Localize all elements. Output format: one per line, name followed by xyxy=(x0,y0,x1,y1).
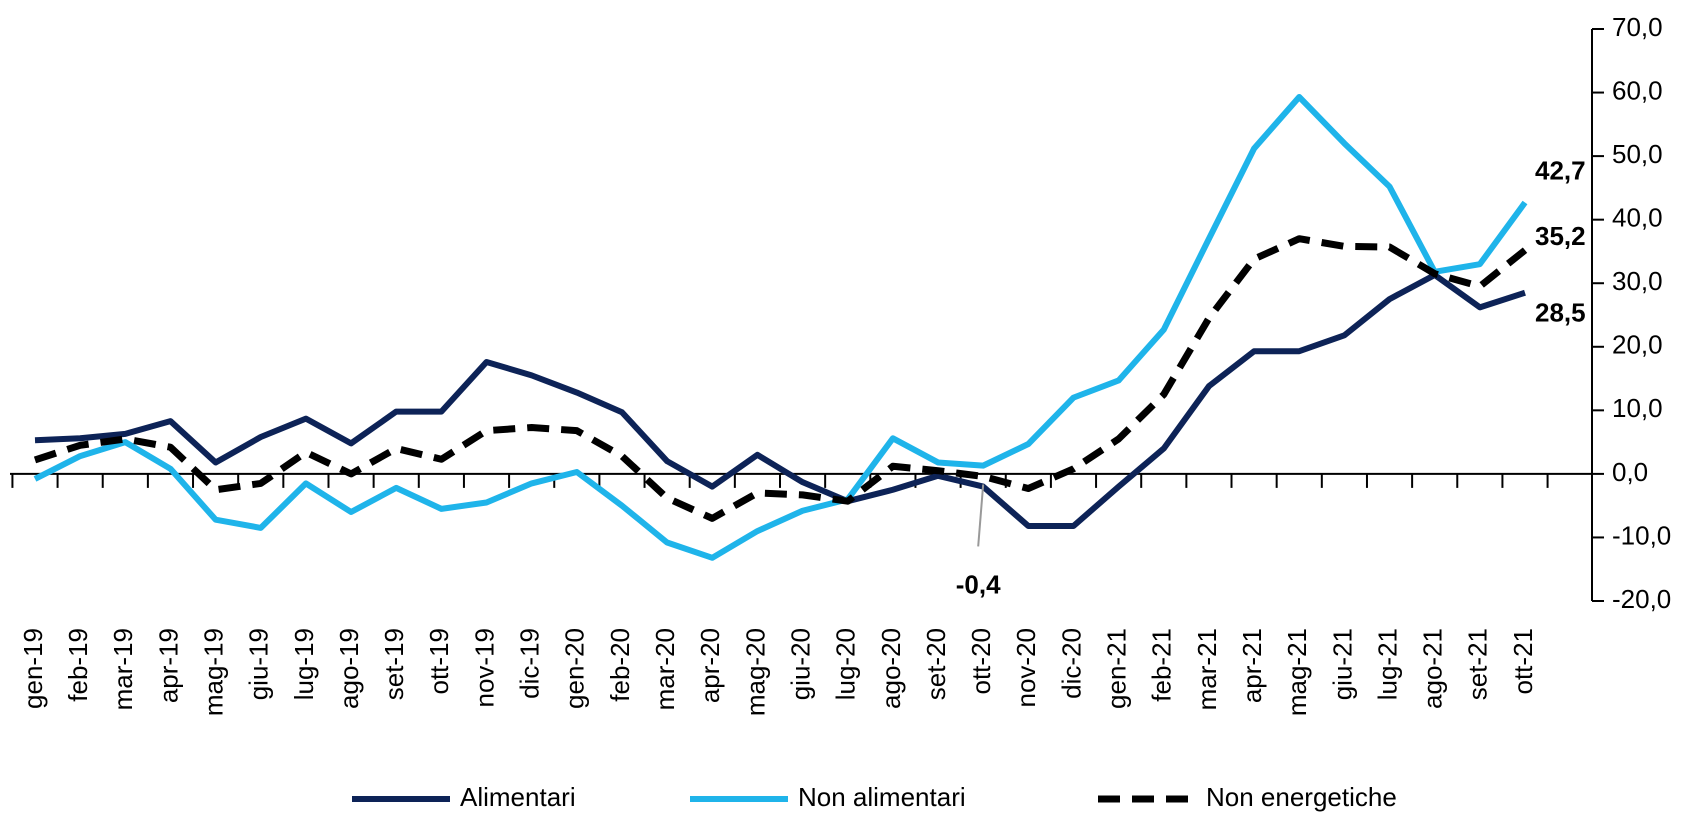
leader-line xyxy=(977,484,985,547)
x-tick-label: apr-19 xyxy=(153,628,183,703)
data-label: 28,5 xyxy=(1535,298,1586,328)
line xyxy=(34,271,1526,530)
x-tick-label: feb-19 xyxy=(63,628,93,702)
line xyxy=(33,235,1528,522)
x-tick-label: gen-21 xyxy=(1102,628,1132,709)
x-tick-label: apr-20 xyxy=(695,628,725,703)
y-tick-label: 0,0 xyxy=(1612,457,1648,487)
data-label: -0,4 xyxy=(956,569,1001,599)
x-tick-label: ott-20 xyxy=(966,628,996,695)
data-label: 35,2 xyxy=(1535,221,1586,251)
x-tick-label: mar-21 xyxy=(1192,628,1222,710)
x-tick-label: ago-20 xyxy=(876,628,906,709)
x-tick-label: feb-20 xyxy=(605,628,635,702)
y-tick-label: 60,0 xyxy=(1612,75,1663,105)
x-tick-label: mar-19 xyxy=(108,628,138,710)
y-tick-label: -10,0 xyxy=(1612,520,1671,550)
x-tick-label: nov-20 xyxy=(1011,628,1041,708)
x-tick-label: mar-20 xyxy=(650,628,680,710)
x-tick-label: feb-21 xyxy=(1147,628,1177,702)
y-tick-label: 50,0 xyxy=(1612,139,1663,169)
y-tick-label: 10,0 xyxy=(1612,393,1663,423)
x-tick-label: giu-21 xyxy=(1327,628,1357,700)
x-tick-label: mag-20 xyxy=(740,628,770,716)
x-tick-label: mag-19 xyxy=(198,628,228,716)
y-tick-label: 30,0 xyxy=(1612,266,1663,296)
legend-label: Alimentari xyxy=(460,782,576,812)
x-tick-label: set-19 xyxy=(379,628,409,700)
x-tick-label: ott-21 xyxy=(1508,628,1538,695)
y-tick-label: 40,0 xyxy=(1612,203,1663,233)
y-tick-label: 70,0 xyxy=(1612,12,1663,42)
x-tick-label: nov-19 xyxy=(469,628,499,708)
x-tick-label: lug-19 xyxy=(289,628,319,700)
x-tick-label: mag-21 xyxy=(1282,628,1312,716)
x-tick-label: ago-21 xyxy=(1418,628,1448,709)
y-tick-label: -20,0 xyxy=(1612,584,1671,614)
x-tick-label: set-21 xyxy=(1463,628,1493,700)
x-tick-label: apr-21 xyxy=(1237,628,1267,703)
y-tick-label: 20,0 xyxy=(1612,330,1663,360)
x-tick-label: gen-20 xyxy=(560,628,590,709)
x-tick-label: dic-19 xyxy=(515,628,545,699)
x-tick-label: dic-20 xyxy=(1056,628,1086,699)
data-label: 42,7 xyxy=(1535,155,1586,185)
x-tick-label: ott-19 xyxy=(424,628,454,695)
x-tick-label: lug-20 xyxy=(831,628,861,700)
x-tick-label: gen-19 xyxy=(18,628,48,709)
x-tick-label: giu-19 xyxy=(244,628,274,700)
x-tick-label: lug-21 xyxy=(1372,628,1402,700)
legend-label: Non alimentari xyxy=(798,782,966,812)
legend-label: Non energetiche xyxy=(1206,782,1397,812)
x-tick-label: giu-20 xyxy=(785,628,815,700)
x-tick-label: ago-19 xyxy=(334,628,364,709)
line xyxy=(33,94,1528,561)
x-tick-label: set-20 xyxy=(921,628,951,700)
